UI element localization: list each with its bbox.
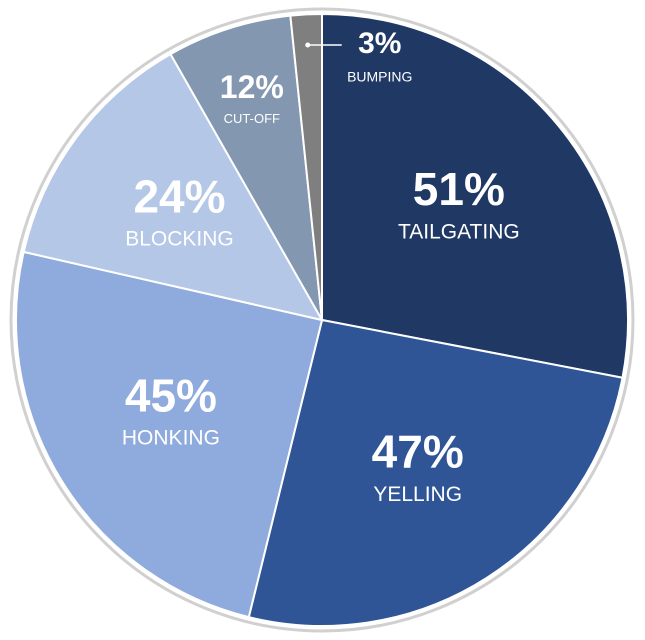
category-label: CUT-OFF <box>224 111 280 126</box>
pie-slice <box>289 12 323 321</box>
pie-slice <box>22 52 324 322</box>
category-label: BLOCKING <box>125 228 234 251</box>
data-label: 47% <box>372 426 464 478</box>
pie-slice <box>247 318 624 627</box>
data-label: 45% <box>125 369 217 421</box>
data-label: 24% <box>133 170 225 222</box>
pie-slice <box>15 250 324 619</box>
data-label: 51% <box>413 163 505 215</box>
category-label: TAILGATING <box>398 221 520 244</box>
pie-slice <box>321 12 629 379</box>
data-label: 12% <box>220 69 284 105</box>
category-label: YELLING <box>373 483 462 506</box>
category-label: HONKING <box>122 427 220 450</box>
category-label: BUMPING <box>347 69 412 85</box>
data-label: 3% <box>358 27 401 60</box>
pie-slice <box>169 14 323 321</box>
